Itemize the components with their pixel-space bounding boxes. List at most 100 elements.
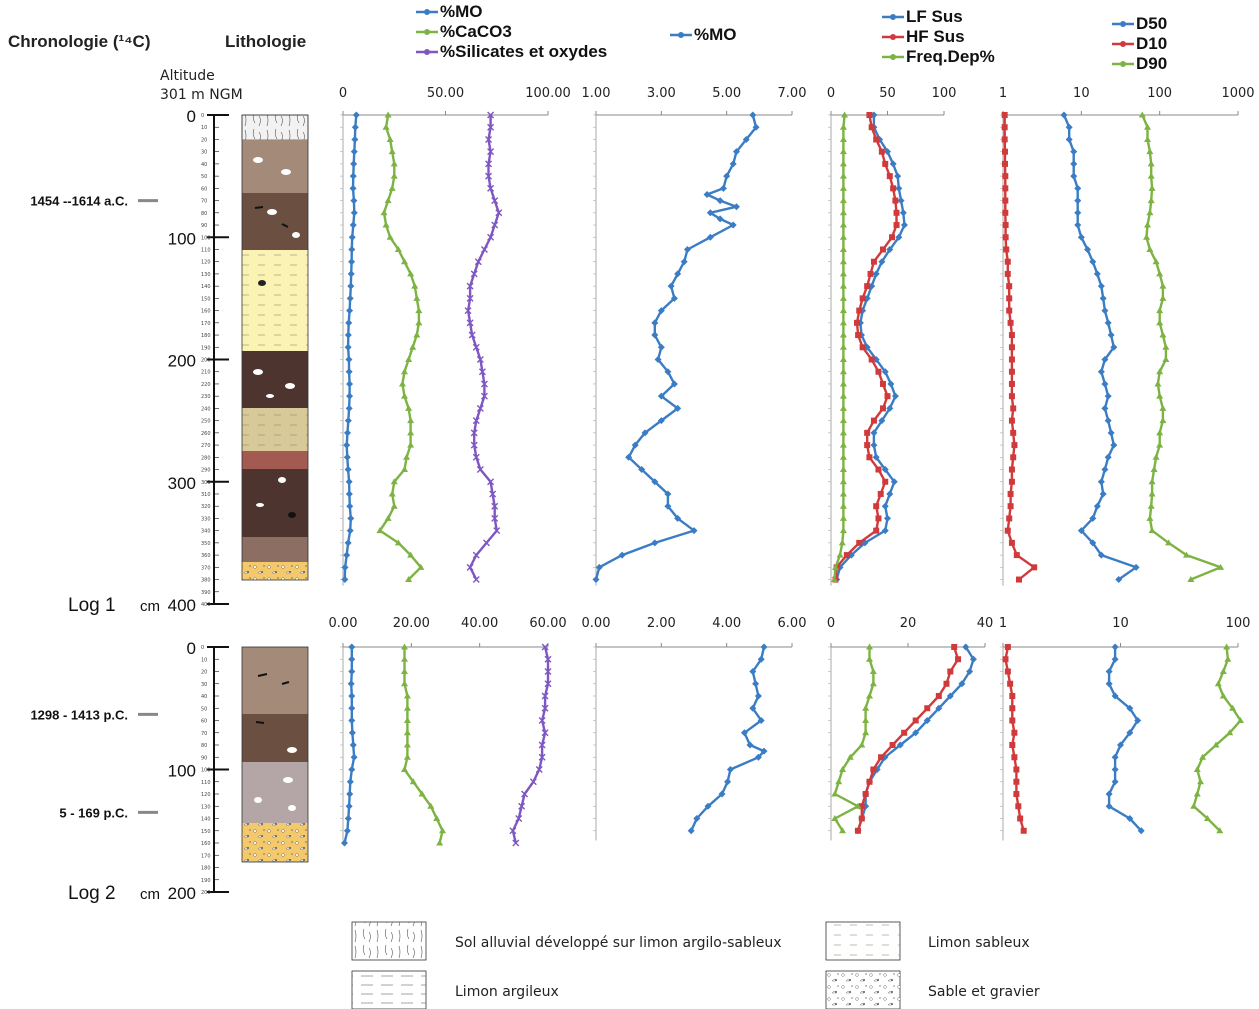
data-point <box>541 692 549 700</box>
depth-minor-label: 140 <box>201 817 211 823</box>
data-point <box>1010 405 1017 412</box>
data-point <box>893 209 900 216</box>
data-point <box>1089 258 1097 266</box>
data-point <box>1159 294 1167 301</box>
legend-label: %Silicates et oxydes <box>440 42 607 61</box>
data-point <box>401 392 408 399</box>
data-point <box>716 197 724 205</box>
data-point <box>403 453 411 460</box>
data-point <box>892 197 899 204</box>
data-point <box>886 173 893 180</box>
data-point <box>1159 417 1167 424</box>
data-point <box>943 680 950 687</box>
lithology-legend-item: Sable et gravier <box>825 970 1040 1009</box>
data-point <box>350 160 358 168</box>
data-point <box>870 766 877 773</box>
data-point <box>901 729 908 736</box>
data-point <box>670 380 678 388</box>
legend-entry: %CaCO3 <box>416 22 512 41</box>
data-point <box>1006 307 1013 314</box>
data-point <box>889 160 897 168</box>
data-point <box>403 692 411 699</box>
data-point <box>718 790 726 798</box>
data-point <box>480 392 488 400</box>
depth-minor-label: 60 <box>201 186 207 192</box>
data-point <box>347 282 355 290</box>
panel-x-tick-label: 3.00 <box>647 86 676 101</box>
data-point <box>1148 478 1156 485</box>
data-point <box>664 368 672 376</box>
data-point <box>836 551 844 558</box>
data-point <box>839 282 847 289</box>
data-point <box>476 356 484 363</box>
data-point <box>1077 527 1085 535</box>
data-point <box>491 514 499 522</box>
data-point <box>1009 717 1016 724</box>
data-point <box>839 172 847 179</box>
data-point <box>862 704 870 711</box>
data-point <box>881 466 889 474</box>
data-point <box>348 643 356 651</box>
data-point <box>870 258 877 265</box>
data-point <box>403 717 411 723</box>
data-point <box>407 270 415 277</box>
data-point <box>1009 693 1016 699</box>
data-point <box>1199 753 1207 760</box>
data-point <box>401 680 408 687</box>
data-point <box>864 429 871 436</box>
data-point <box>352 111 360 119</box>
series-line <box>403 647 444 844</box>
data-point <box>625 453 633 461</box>
data-point <box>407 417 415 424</box>
date-label: 5 - 169 p.C. <box>59 805 128 820</box>
data-point <box>487 111 495 119</box>
data-point <box>839 135 847 142</box>
data-point <box>897 197 905 205</box>
data-point <box>757 717 765 724</box>
data-point <box>872 270 880 278</box>
data-point <box>839 514 847 521</box>
data-point <box>875 515 882 522</box>
chart-panel: 1.00 3.00 5.00 7.00 <box>582 86 806 586</box>
depth-minor-label: 10 <box>201 657 207 663</box>
data-point <box>1031 564 1038 571</box>
data-point <box>348 766 356 773</box>
depth-minor-label: 290 <box>201 468 211 474</box>
data-point <box>1107 331 1115 339</box>
data-point <box>839 441 847 448</box>
data-point <box>401 668 408 674</box>
data-point <box>839 380 847 387</box>
data-point <box>674 270 682 278</box>
data-point <box>346 380 354 388</box>
data-point <box>878 258 886 266</box>
data-point <box>1146 245 1154 252</box>
data-point <box>667 282 675 290</box>
data-point <box>1101 307 1109 315</box>
depth-minor-label: 40 <box>201 694 207 700</box>
data-point <box>346 502 354 510</box>
data-point <box>729 221 737 229</box>
data-point <box>351 135 359 143</box>
depth-minor-label: 270 <box>201 443 211 449</box>
data-point <box>1004 527 1011 534</box>
data-point <box>1065 123 1073 131</box>
data-point <box>476 466 484 474</box>
data-point <box>344 539 352 547</box>
data-point <box>862 791 869 797</box>
legend-swatch-marker <box>424 49 430 55</box>
depth-minor-label: 130 <box>201 272 211 278</box>
depth-minor-label: 50 <box>201 706 207 712</box>
panel-x-tick-label: 1 <box>999 86 1007 101</box>
data-point <box>1147 502 1155 509</box>
legend-swatch-marker <box>678 32 684 38</box>
data-point <box>384 197 392 204</box>
data-point <box>955 656 962 663</box>
data-point <box>878 148 885 155</box>
data-point <box>706 233 714 241</box>
data-point <box>1008 539 1015 546</box>
data-point <box>839 368 847 375</box>
data-point <box>1159 404 1167 411</box>
panel-x-tick-label: 5.00 <box>712 86 741 101</box>
depth-minor-label: 310 <box>201 492 211 498</box>
data-point <box>839 221 847 228</box>
